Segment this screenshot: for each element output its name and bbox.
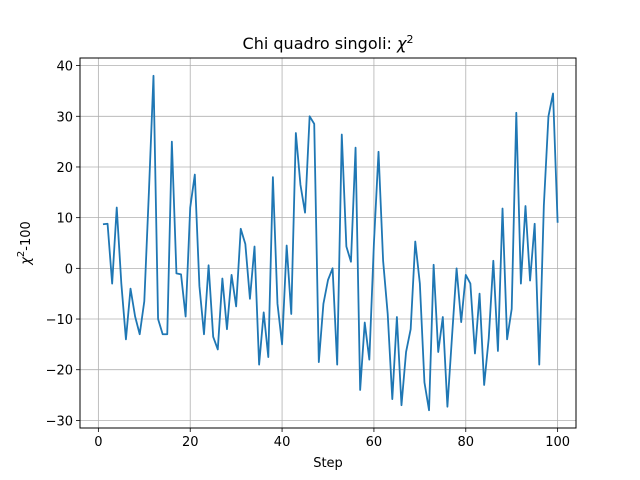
y-tick-label: 20 xyxy=(56,161,73,176)
y-tick-label: −20 xyxy=(46,364,73,379)
chart-title: Chi quadro singoli: χ2 xyxy=(243,33,414,53)
plot-frame xyxy=(79,57,577,429)
x-tick-label: 20 xyxy=(182,435,199,450)
series-line xyxy=(102,74,559,412)
y-tick-label: 40 xyxy=(56,60,73,75)
chart-title-symbol: χ xyxy=(396,34,407,53)
y-axis-label-symbol: χ xyxy=(19,256,34,266)
y-tick-label: 10 xyxy=(56,212,73,227)
y-axis-label: χ2-100 xyxy=(16,221,34,266)
data-series xyxy=(102,74,559,412)
x-tick-label: 80 xyxy=(458,435,475,450)
chart-title-superscript: 2 xyxy=(406,33,413,46)
chart-title-text: Chi quadro singoli: xyxy=(243,34,397,53)
grid xyxy=(80,58,576,428)
y-tick-label: 0 xyxy=(65,262,73,277)
y-tick-label: −10 xyxy=(46,313,73,328)
y-tick-label: −30 xyxy=(46,414,73,429)
x-tick-label: 100 xyxy=(545,435,570,450)
x-axis-label: Step xyxy=(313,456,343,471)
y-axis-label-superscript: 2 xyxy=(16,251,27,257)
y-tick-label: 30 xyxy=(56,110,73,125)
x-tick-label: 0 xyxy=(94,435,102,450)
ticks: 0 20 40 60 80 100 −30 −20 −10 0 10 20 30 40 xyxy=(46,60,570,450)
x-tick-label: 40 xyxy=(274,435,291,450)
y-axis-label-suffix: -100 xyxy=(19,221,34,251)
x-tick-label: 60 xyxy=(366,435,383,450)
